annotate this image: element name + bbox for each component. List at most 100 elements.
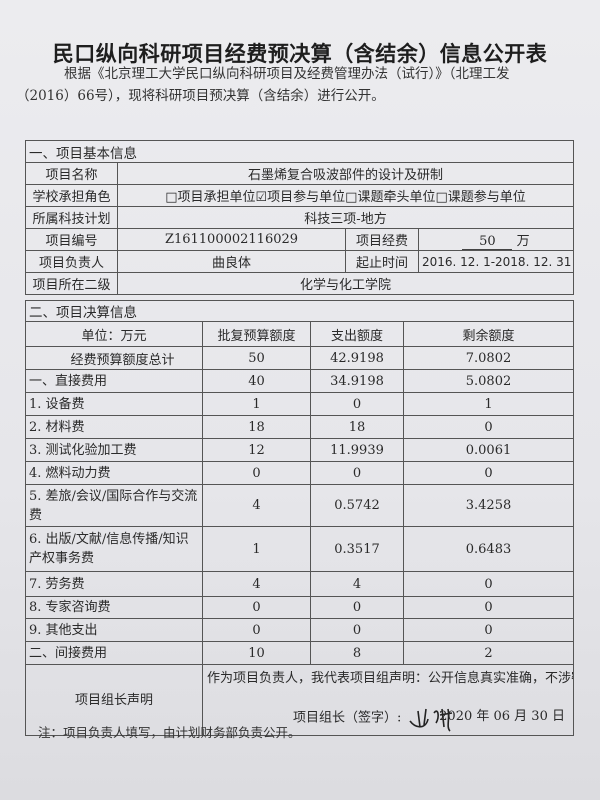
- section-basic-info-title: 一、项目基本信息: [25, 140, 574, 163]
- role-option-label: 课题参与单位: [447, 190, 526, 205]
- remaining-amount: 0: [403, 571, 574, 597]
- budget-item: 6. 出版/文献/信息传播/知识产权事务费: [25, 526, 203, 572]
- footnote: 注：项目负责人填写，由计划财务部负责公开。: [38, 725, 301, 740]
- spent-amount: 4: [310, 571, 404, 597]
- intro-line-1: 根据《北京理工大学民口纵向科研项目及经费管理办法（试行）》（北理工发: [64, 66, 510, 82]
- approved-amount: 40: [202, 369, 311, 393]
- project-number: Z161100002116029: [117, 228, 346, 251]
- spent-amount: 42.9198: [310, 346, 404, 370]
- section-budget-title: 二、项目决算信息: [25, 300, 574, 322]
- remaining-amount: 0: [403, 596, 574, 619]
- budget-item: 2. 材料费: [25, 415, 203, 439]
- remaining-amount: 2: [403, 641, 574, 665]
- spent-amount: 34.9198: [310, 369, 404, 393]
- approved-amount: 4: [202, 571, 311, 597]
- budget-item: 二、间接费用: [25, 641, 203, 665]
- dept-label: 项目所在二级: [25, 272, 118, 295]
- spent-amount: 11.9939: [310, 438, 404, 462]
- budget-row: 9. 其他支出 0 0 0: [25, 618, 574, 642]
- funding-label: 项目经费: [345, 228, 419, 251]
- budget-item: 5. 差旅/会议/国际合作与交流费: [25, 484, 203, 527]
- leader-label: 项目负责人: [25, 250, 118, 273]
- approved-amount: 0: [202, 596, 311, 619]
- budget-row: 3. 测试化验加工费 12 11.9939 0.0061: [25, 438, 574, 462]
- dept-value: 化学与化工学院: [117, 272, 574, 295]
- project-name-label: 项目名称: [25, 162, 118, 185]
- funding-unit: 万: [516, 233, 530, 249]
- budget-item: 4. 燃料动力费: [25, 461, 203, 485]
- period-value: 2016. 12. 1-2018. 12. 31: [418, 250, 574, 273]
- approved-amount: 50: [202, 346, 311, 370]
- approved-amount: 18: [202, 415, 311, 439]
- remaining-amount: 7.0802: [403, 346, 574, 370]
- declaration-date: 2020 年 06 月 30 日: [439, 709, 565, 724]
- remaining-amount: 0: [403, 415, 574, 439]
- spent-amount: 0: [310, 461, 404, 485]
- budget-row: 4. 燃料动力费 0 0 0: [25, 461, 574, 485]
- budget-row: 经费预算额度总计 50 42.9198 7.0802: [25, 346, 574, 370]
- spent-amount: 0.3517: [310, 526, 404, 572]
- budget-row: 二、间接费用 10 8 2: [25, 641, 574, 665]
- spent-amount: 8: [310, 641, 404, 665]
- budget-item: 经费预算额度总计: [25, 346, 203, 370]
- remaining-amount: 5.0802: [403, 369, 574, 393]
- handwritten-signature: [408, 708, 452, 732]
- basic-info-table: 一、项目基本信息 项目名称 石墨烯复合吸波部件的设计及研制 学校承担角色 □项目…: [25, 140, 574, 295]
- declaration-statement: 作为项目负责人，我代表项目组声明：公开信息真实准确，不涉密。: [207, 671, 574, 686]
- signature-line: 项目组长（签字）:: [293, 703, 466, 733]
- approved-amount: 12: [202, 438, 311, 462]
- spent-amount: 0: [310, 392, 404, 416]
- intro-paragraph: 根据《北京理工大学民口纵向科研项目及经费管理办法（试行）》（北理工发 （2016…: [16, 63, 565, 107]
- role-option-label: 项目参与单位: [267, 190, 346, 205]
- role-option-label: 课题牵头单位: [357, 190, 436, 205]
- declaration-cell: 作为项目负责人，我代表项目组声明：公开信息真实准确，不涉密。 项目组长（签字）:…: [202, 664, 574, 736]
- budget-item: 3. 测试化验加工费: [25, 438, 203, 462]
- approved-amount: 4: [202, 484, 311, 527]
- funding-value: 50: [462, 234, 513, 250]
- project-number-label: 项目编号: [25, 228, 118, 251]
- checkbox-icon[interactable]: □: [435, 190, 448, 205]
- budget-item: 7. 劳务费: [25, 571, 203, 597]
- role-options: □项目承担单位☑项目参与单位□课题牵头单位□课题参与单位: [117, 184, 574, 207]
- role-label: 学校承担角色: [25, 184, 118, 207]
- spent-amount: 0: [310, 596, 404, 619]
- intro-line-2: （2016）66号），现将科研项目预决算（含结余）进行公开。: [16, 88, 385, 104]
- spent-amount: 0: [310, 618, 404, 642]
- checkbox-icon[interactable]: □: [345, 190, 358, 205]
- approved-amount: 10: [202, 641, 311, 665]
- leader-value: 曲良体: [117, 250, 346, 273]
- remaining-amount: 0: [403, 618, 574, 642]
- remaining-amount: 1: [403, 392, 574, 416]
- checkbox-icon[interactable]: □: [165, 190, 178, 205]
- declaration-label: 项目组长声明: [25, 664, 203, 736]
- remaining-amount: 3.4258: [403, 484, 574, 527]
- budget-item: 一、直接费用: [25, 369, 203, 393]
- budget-row: 8. 专家咨询费 0 0 0: [25, 596, 574, 619]
- checkbox-checked-icon[interactable]: ☑: [255, 190, 268, 205]
- budget-item: 8. 专家咨询费: [25, 596, 203, 619]
- plan-value: 科技三项-地方: [117, 206, 574, 229]
- approved-amount: 0: [202, 618, 311, 642]
- remaining-amount: 0.6483: [403, 526, 574, 572]
- approved-amount: 0: [202, 461, 311, 485]
- budget-row: 2. 材料费 18 18 0: [25, 415, 574, 439]
- header-remaining: 剩余额度: [403, 321, 574, 347]
- project-name: 石墨烯复合吸波部件的设计及研制: [117, 162, 574, 185]
- funding: 50 万: [418, 228, 574, 251]
- approved-amount: 1: [202, 392, 311, 416]
- period-label: 起止时间: [345, 250, 419, 273]
- spent-amount: 0.5742: [310, 484, 404, 527]
- budget-row: 6. 出版/文献/信息传播/知识产权事务费 1 0.3517 0.6483: [25, 526, 574, 572]
- budget-item: 9. 其他支出: [25, 618, 203, 642]
- remaining-amount: 0.0061: [403, 438, 574, 462]
- budget-table: 二、项目决算信息 单位：万元 批复预算额度 支出额度 剩余额度 经费预算额度总计…: [25, 300, 574, 736]
- role-option-label: 项目承担单位: [177, 190, 256, 205]
- spent-amount: 18: [310, 415, 404, 439]
- header-unit: 单位：万元: [25, 321, 203, 347]
- budget-row: 5. 差旅/会议/国际合作与交流费 4 0.5742 3.4258: [25, 484, 574, 527]
- remaining-amount: 0: [403, 461, 574, 485]
- page-title: 民口纵向科研项目经费预决算（含结余）信息公开表: [52, 42, 548, 66]
- signature-label: 项目组长（签字）:: [293, 710, 402, 726]
- plan-label: 所属科技计划: [25, 206, 118, 229]
- header-spent: 支出额度: [310, 321, 404, 347]
